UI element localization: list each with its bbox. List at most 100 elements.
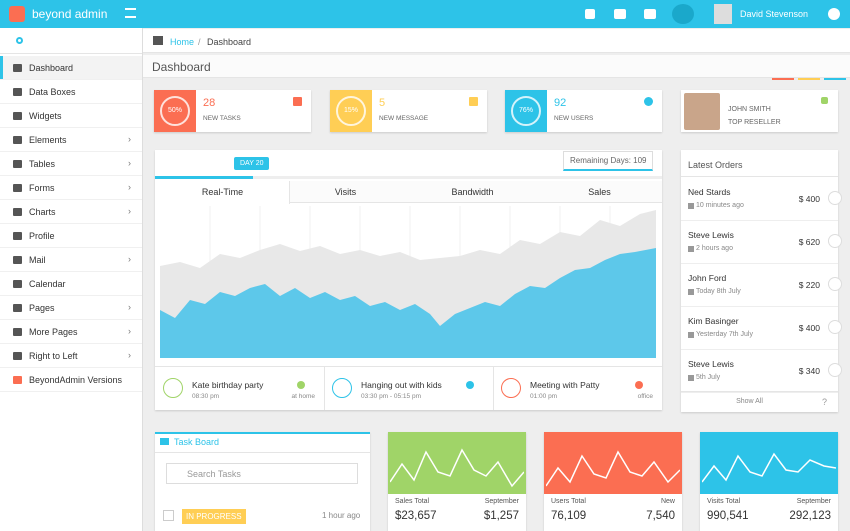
task-search-placeholder[interactable]: Search Tasks [187,469,241,479]
mini-right-label: September [484,498,519,505]
mini-right-value: 7,540 [646,510,675,522]
menu-item[interactable]: Widgets [29,111,62,121]
trend-line [546,450,680,487]
order-arrow[interactable] [828,320,842,334]
chevron: › [128,182,131,192]
sidebar-search[interactable] [0,28,142,54]
order-amount: $ 400 [798,323,820,333]
header-btn[interactable] [772,62,794,80]
task-checkbox[interactable] [163,510,174,521]
stat-value: 92 [554,97,567,109]
stat-label: NEW USERS [554,115,594,122]
chevron: › [128,134,131,144]
chat-button[interactable] [672,4,694,24]
order-divider [681,263,838,264]
menu-item[interactable]: Forms [29,183,55,193]
avatar[interactable] [714,4,732,24]
events-row [155,366,662,367]
stat-value: 28 [203,97,216,109]
order-time: Today 8th July [696,288,741,295]
breadcrumb-current: Dashboard [207,37,252,47]
order-clock [688,203,694,209]
show-all[interactable]: Show All [736,398,763,405]
settings-icon[interactable] [828,8,840,20]
stat-ring-label: 50% [167,107,182,114]
mini-right-label: New [660,498,675,505]
progress-track [155,176,662,179]
chevron: › [128,206,131,216]
mail-icon[interactable] [614,9,626,19]
stat-label: NEW MESSAGE [379,115,429,122]
task-status: IN PROGRESS [182,509,246,524]
menu-item[interactable]: Profile [29,231,55,241]
mini-left-label: Sales Total [395,498,430,505]
mini-chart-line [546,450,680,487]
mini-chart-line [702,452,836,483]
stat-ring-label: 76% [518,107,533,114]
stat-icon [293,97,302,106]
home-icon [153,36,163,45]
notification-icon[interactable] [585,9,595,19]
event-time: 08:30 pm [192,393,220,400]
tab[interactable]: Bandwidth [451,187,494,197]
active-tab[interactable] [155,181,290,204]
divider [0,79,142,80]
task-icon[interactable] [644,9,656,19]
menu-icon [13,376,22,384]
order-time: 10 minutes ago [696,202,744,209]
order-name: Kim Basinger [688,316,739,326]
event-icon [501,378,521,398]
menu-item[interactable]: Pages [29,303,55,313]
menu-item[interactable]: Calendar [29,279,66,289]
menu-item[interactable]: More Pages [29,327,78,337]
menu-icon [13,280,22,288]
header-btn[interactable] [824,62,846,80]
menu-icon [13,88,22,96]
trend-line [702,452,836,483]
order-divider [681,220,838,221]
order-arrow[interactable] [828,363,842,377]
day-badge: DAY 20 [234,157,270,170]
phone-icon[interactable] [821,97,828,104]
tab[interactable]: Visits [334,187,357,197]
stat-ring-label: 15% [343,107,358,114]
logo-icon[interactable] [9,6,25,22]
menu-toggle[interactable] [125,8,136,18]
breadcrumb-sep: / [198,37,201,47]
menu-item[interactable]: Right to Left [29,351,78,361]
menu-item[interactable]: Elements [29,135,67,145]
divider [0,175,142,176]
menu-item[interactable]: Dashboard [29,63,74,73]
menu-item[interactable]: Charts [29,207,56,217]
divider [0,127,142,128]
help[interactable]: ? [822,397,828,407]
divider [0,367,142,368]
menu-item[interactable]: Data Boxes [29,87,76,97]
user-name[interactable]: David Stevenson [740,9,809,19]
divider [0,151,142,152]
order-arrow[interactable] [828,191,842,205]
menu-item[interactable]: Mail [29,255,46,265]
mini-right-label: September [796,498,831,505]
task-search[interactable] [166,463,358,484]
tab[interactable]: Sales [588,187,611,197]
header-btn[interactable] [798,62,820,80]
chevron: › [128,254,131,264]
divider [0,391,142,392]
active-item[interactable] [0,56,142,80]
task-board-header [155,432,370,453]
mini-chart-bg [388,432,526,494]
divider [0,343,142,344]
menu-item[interactable]: BeyondAdmin Versions [29,375,123,385]
orders-title: Latest Orders [688,160,743,170]
breadcrumb-home[interactable]: Home [170,37,195,47]
brand[interactable]: beyond admin [32,7,108,21]
order-arrow[interactable] [828,234,842,248]
order-time: Yesterday 7th July [696,331,753,338]
order-arrow[interactable] [828,277,842,291]
tab[interactable]: Real-Time [201,187,244,197]
page-title: Dashboard [152,60,211,74]
chevron: › [128,350,131,360]
menu-item[interactable]: Tables [29,159,56,169]
menu-icon [13,352,22,360]
